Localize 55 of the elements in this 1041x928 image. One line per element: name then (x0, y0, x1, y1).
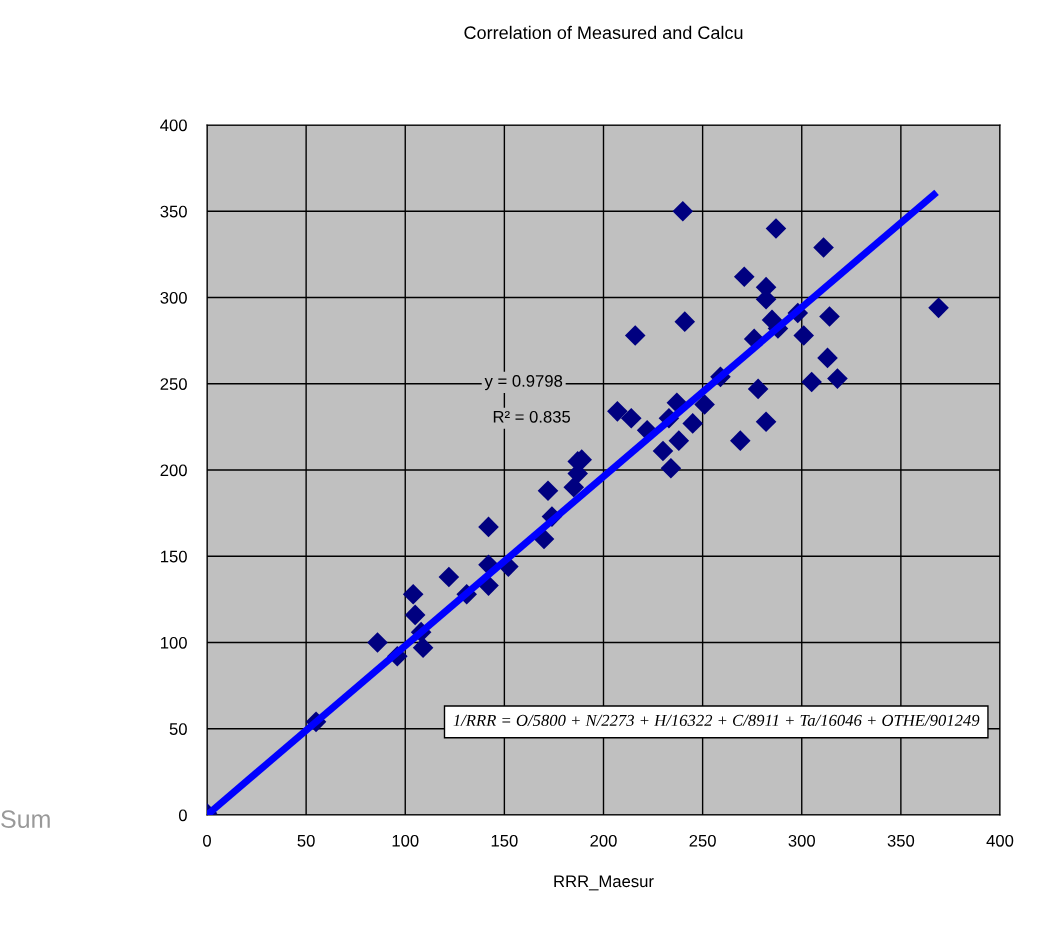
x-tick-label: 300 (788, 834, 815, 847)
point (668, 430, 690, 451)
point (928, 297, 949, 319)
point (607, 401, 628, 422)
x-tick-label: 250 (689, 834, 716, 847)
point (682, 413, 704, 434)
point (747, 378, 769, 400)
point (652, 440, 674, 462)
x-axis-title: RRR_Maesur (554, 875, 654, 891)
y-tick-label: 350 (160, 205, 187, 218)
point (660, 457, 682, 479)
point (793, 325, 815, 346)
point (620, 407, 642, 429)
x-tick-label: 100 (392, 834, 419, 847)
y-tick-label: 0 (178, 809, 187, 822)
point (733, 266, 755, 288)
chart-title: Correlation of Measured and Calcu (464, 25, 743, 40)
point (801, 371, 822, 393)
x-tick-label: 0 (203, 834, 211, 847)
point (765, 218, 787, 239)
y-tick-label: 100 (161, 636, 187, 649)
x-tick-label: 200 (590, 834, 617, 847)
x-tick-label: 150 (491, 834, 518, 847)
annotation: 1/RRR = O/5800 + N/2273 + H/16322 + C/8911 + Ta/16046 + OTHE/901249 (453, 714, 980, 727)
x-tick-label: 50 (297, 834, 315, 847)
point (478, 516, 499, 538)
point (729, 430, 751, 451)
point (624, 325, 646, 346)
text: Sum (1, 810, 50, 828)
y-tick-label: 300 (160, 291, 187, 304)
point (755, 411, 777, 432)
y-tick-label: 400 (160, 119, 187, 132)
point (672, 200, 694, 222)
point (813, 237, 834, 258)
point (563, 476, 585, 498)
annotation: R² = 0.835 (493, 410, 571, 423)
y-tick-label: 150 (161, 550, 187, 563)
point (404, 604, 426, 626)
point (537, 480, 559, 501)
x-tick-label: 400 (986, 834, 1014, 847)
point (412, 637, 434, 658)
y-tick-label: 250 (160, 378, 187, 390)
point (533, 528, 555, 550)
annotation: y = 0.9798 (484, 375, 563, 391)
y-tick-label: 200 (160, 464, 187, 477)
point (819, 306, 840, 327)
y-tick-label: 50 (169, 723, 187, 735)
point (674, 311, 696, 332)
point (827, 368, 848, 389)
x-tick-label: 350 (887, 834, 915, 847)
point (694, 394, 715, 415)
point (438, 566, 460, 588)
point (367, 632, 388, 653)
point (817, 347, 838, 369)
point (402, 583, 424, 605)
